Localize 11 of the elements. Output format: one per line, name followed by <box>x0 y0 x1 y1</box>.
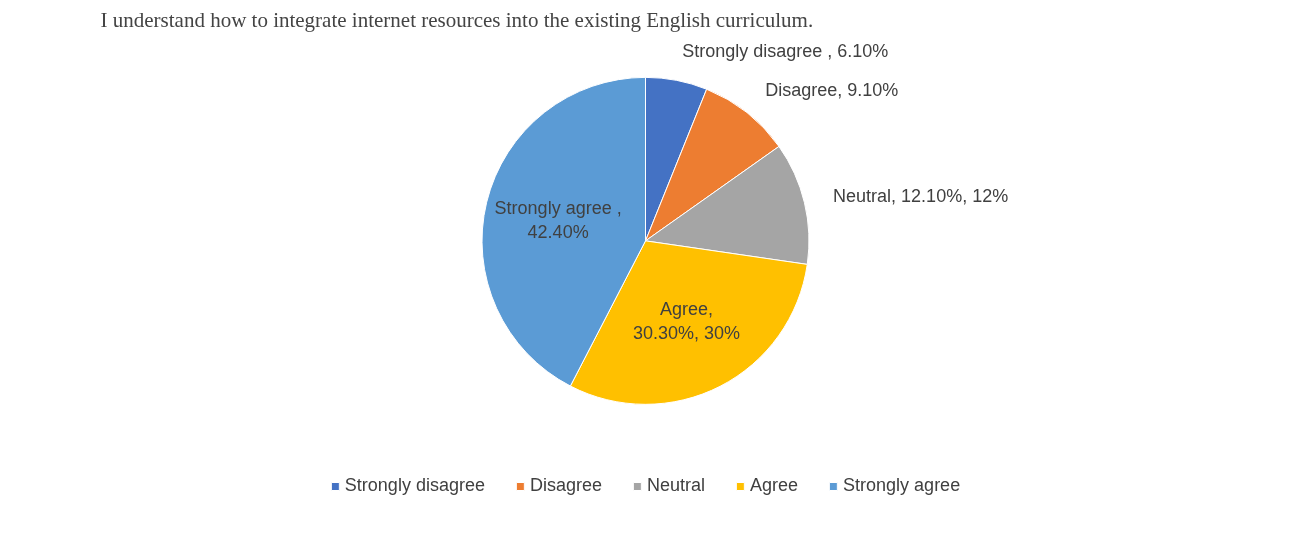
legend-label: Strongly agree <box>843 475 961 496</box>
data-label: Strongly disagree , 6.10% <box>682 41 889 62</box>
legend-label: Strongly disagree <box>344 475 485 496</box>
data-label: Disagree, 9.10% <box>765 79 899 100</box>
chart-title: I understand how to integrate internet resources into the existing English curriculum. <box>100 7 814 32</box>
data-label: Agree, 30.30%, 30% <box>633 298 741 343</box>
data-label: Strongly agree , 42.40% <box>494 197 622 242</box>
legend-label: Disagree <box>529 475 602 496</box>
data-label: Neutral, 12.10%, 12% <box>833 185 1009 206</box>
legend-label: Agree <box>750 475 799 496</box>
legend-label: Neutral <box>646 475 706 496</box>
